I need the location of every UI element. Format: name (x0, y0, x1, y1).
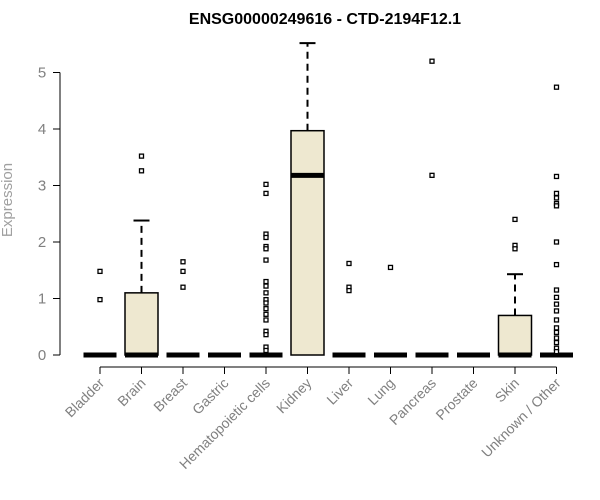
x-tick-label: Bladder (62, 375, 108, 421)
y-tick-label: 1 (38, 291, 46, 308)
x-tick-label: Liver (323, 375, 356, 408)
outlier-point (263, 300, 269, 306)
outlier-point (553, 173, 560, 180)
outlier-point (180, 259, 186, 265)
x-tick-label: Skin (492, 375, 523, 406)
outlier-point (346, 287, 352, 294)
box-skin (497, 216, 533, 358)
x-tick-label: Unknown / Other (478, 375, 564, 461)
outlier-point (346, 260, 352, 267)
y-axis: 0 1 2 3 4 5 (38, 65, 61, 364)
outlier-point (553, 287, 560, 293)
outlier-point (553, 329, 560, 336)
box-brain (124, 153, 159, 358)
outlier-point (138, 153, 145, 159)
outlier-point (553, 308, 560, 314)
box-body (124, 292, 159, 356)
outlier-point (429, 58, 435, 64)
outlier-point (263, 311, 269, 317)
outlier-point (263, 278, 269, 285)
outlier-point (180, 268, 186, 275)
outlier-point (553, 339, 560, 346)
outlier-point (263, 347, 269, 354)
outlier-point (553, 294, 560, 301)
outlier-point (553, 335, 560, 341)
outlier-point (263, 332, 269, 338)
box-kidney (290, 42, 325, 356)
outlier-point (553, 317, 560, 323)
box-body (290, 129, 325, 356)
x-tick-label: Prostate (432, 375, 480, 423)
outlier-point (553, 203, 560, 209)
y-tick-label: 5 (38, 65, 46, 82)
outlier-point (553, 190, 560, 197)
outlier-point (180, 284, 186, 290)
x-tick-label: Breast (150, 375, 190, 415)
outlier-point (263, 257, 269, 263)
outlier-point (263, 290, 269, 296)
outlier-point (553, 325, 560, 331)
outlier-point (429, 172, 435, 178)
box-liver (332, 260, 366, 358)
box-series (83, 42, 573, 358)
outlier-point (553, 301, 560, 307)
x-tick-label: Brain (114, 375, 148, 409)
outlier-point (263, 306, 269, 312)
y-tick-label: 4 (38, 121, 46, 138)
box-breast (166, 259, 200, 358)
box-bladder (83, 268, 117, 358)
outlier-point (138, 168, 145, 174)
outlier-point (512, 246, 518, 252)
outlier-point (263, 181, 269, 188)
y-tick-label: 3 (38, 178, 46, 195)
box-hematopoietic-cells (249, 181, 283, 358)
outlier-point (263, 246, 269, 252)
outlier-point (553, 348, 560, 355)
outlier-point (553, 261, 560, 268)
y-tick-label: 0 (38, 347, 46, 364)
outlier-point (553, 195, 560, 201)
outlier-point (553, 239, 560, 245)
box-pancreas (415, 58, 449, 358)
x-tick-label: Kidney (273, 375, 315, 417)
y-tick-label: 2 (38, 234, 46, 251)
outlier-point (263, 283, 269, 289)
box-body (497, 314, 533, 356)
chart-title: ENSG00000249616 - CTD-2194F12.1 (189, 11, 461, 28)
box-unknown-other (540, 84, 573, 358)
outlier-point (263, 234, 269, 241)
y-axis-label: Expression (0, 163, 16, 237)
outlier-point (387, 264, 394, 271)
outlier-point (263, 190, 269, 197)
outlier-point (97, 296, 103, 303)
outlier-point (263, 317, 269, 323)
x-tick-label: Lung (364, 375, 397, 408)
outlier-point (512, 216, 518, 223)
box-lung (374, 264, 407, 358)
outlier-point (553, 84, 560, 90)
outlier-point (97, 268, 103, 275)
